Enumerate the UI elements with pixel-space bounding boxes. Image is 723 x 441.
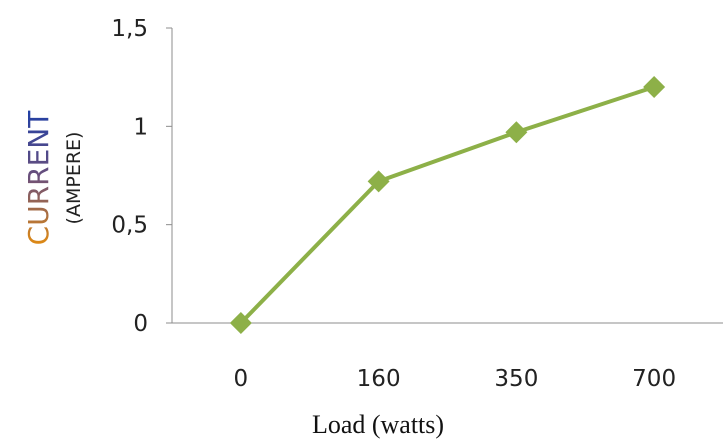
x-tick-labels: 0 160 350 700: [234, 366, 677, 392]
data-point-marker: [643, 76, 666, 98]
y-axis-title: CURRENT: [22, 110, 55, 246]
y-tick-label: 1: [133, 114, 148, 140]
y-tick-label: 0,5: [111, 213, 148, 239]
x-tick-label: 700: [632, 366, 676, 392]
data-point-marker: [505, 121, 528, 144]
data-point-marker: [229, 312, 252, 334]
y-tick-labels: 0 0,5 1 1,5: [111, 16, 148, 337]
series-markers: [229, 76, 666, 334]
x-axis-title: Load (watts): [312, 410, 444, 439]
x-tick-label: 160: [357, 366, 401, 392]
x-tick-label: 350: [494, 366, 538, 392]
data-point-marker: [367, 170, 390, 193]
y-axis-subtitle: (AMPERE): [63, 132, 85, 225]
y-tick-marks: [166, 27, 172, 324]
y-tick-label: 1,5: [111, 16, 148, 42]
x-tick-label: 0: [234, 366, 249, 392]
series-line: [238, 85, 657, 325]
y-tick-label: 0: [133, 311, 148, 337]
